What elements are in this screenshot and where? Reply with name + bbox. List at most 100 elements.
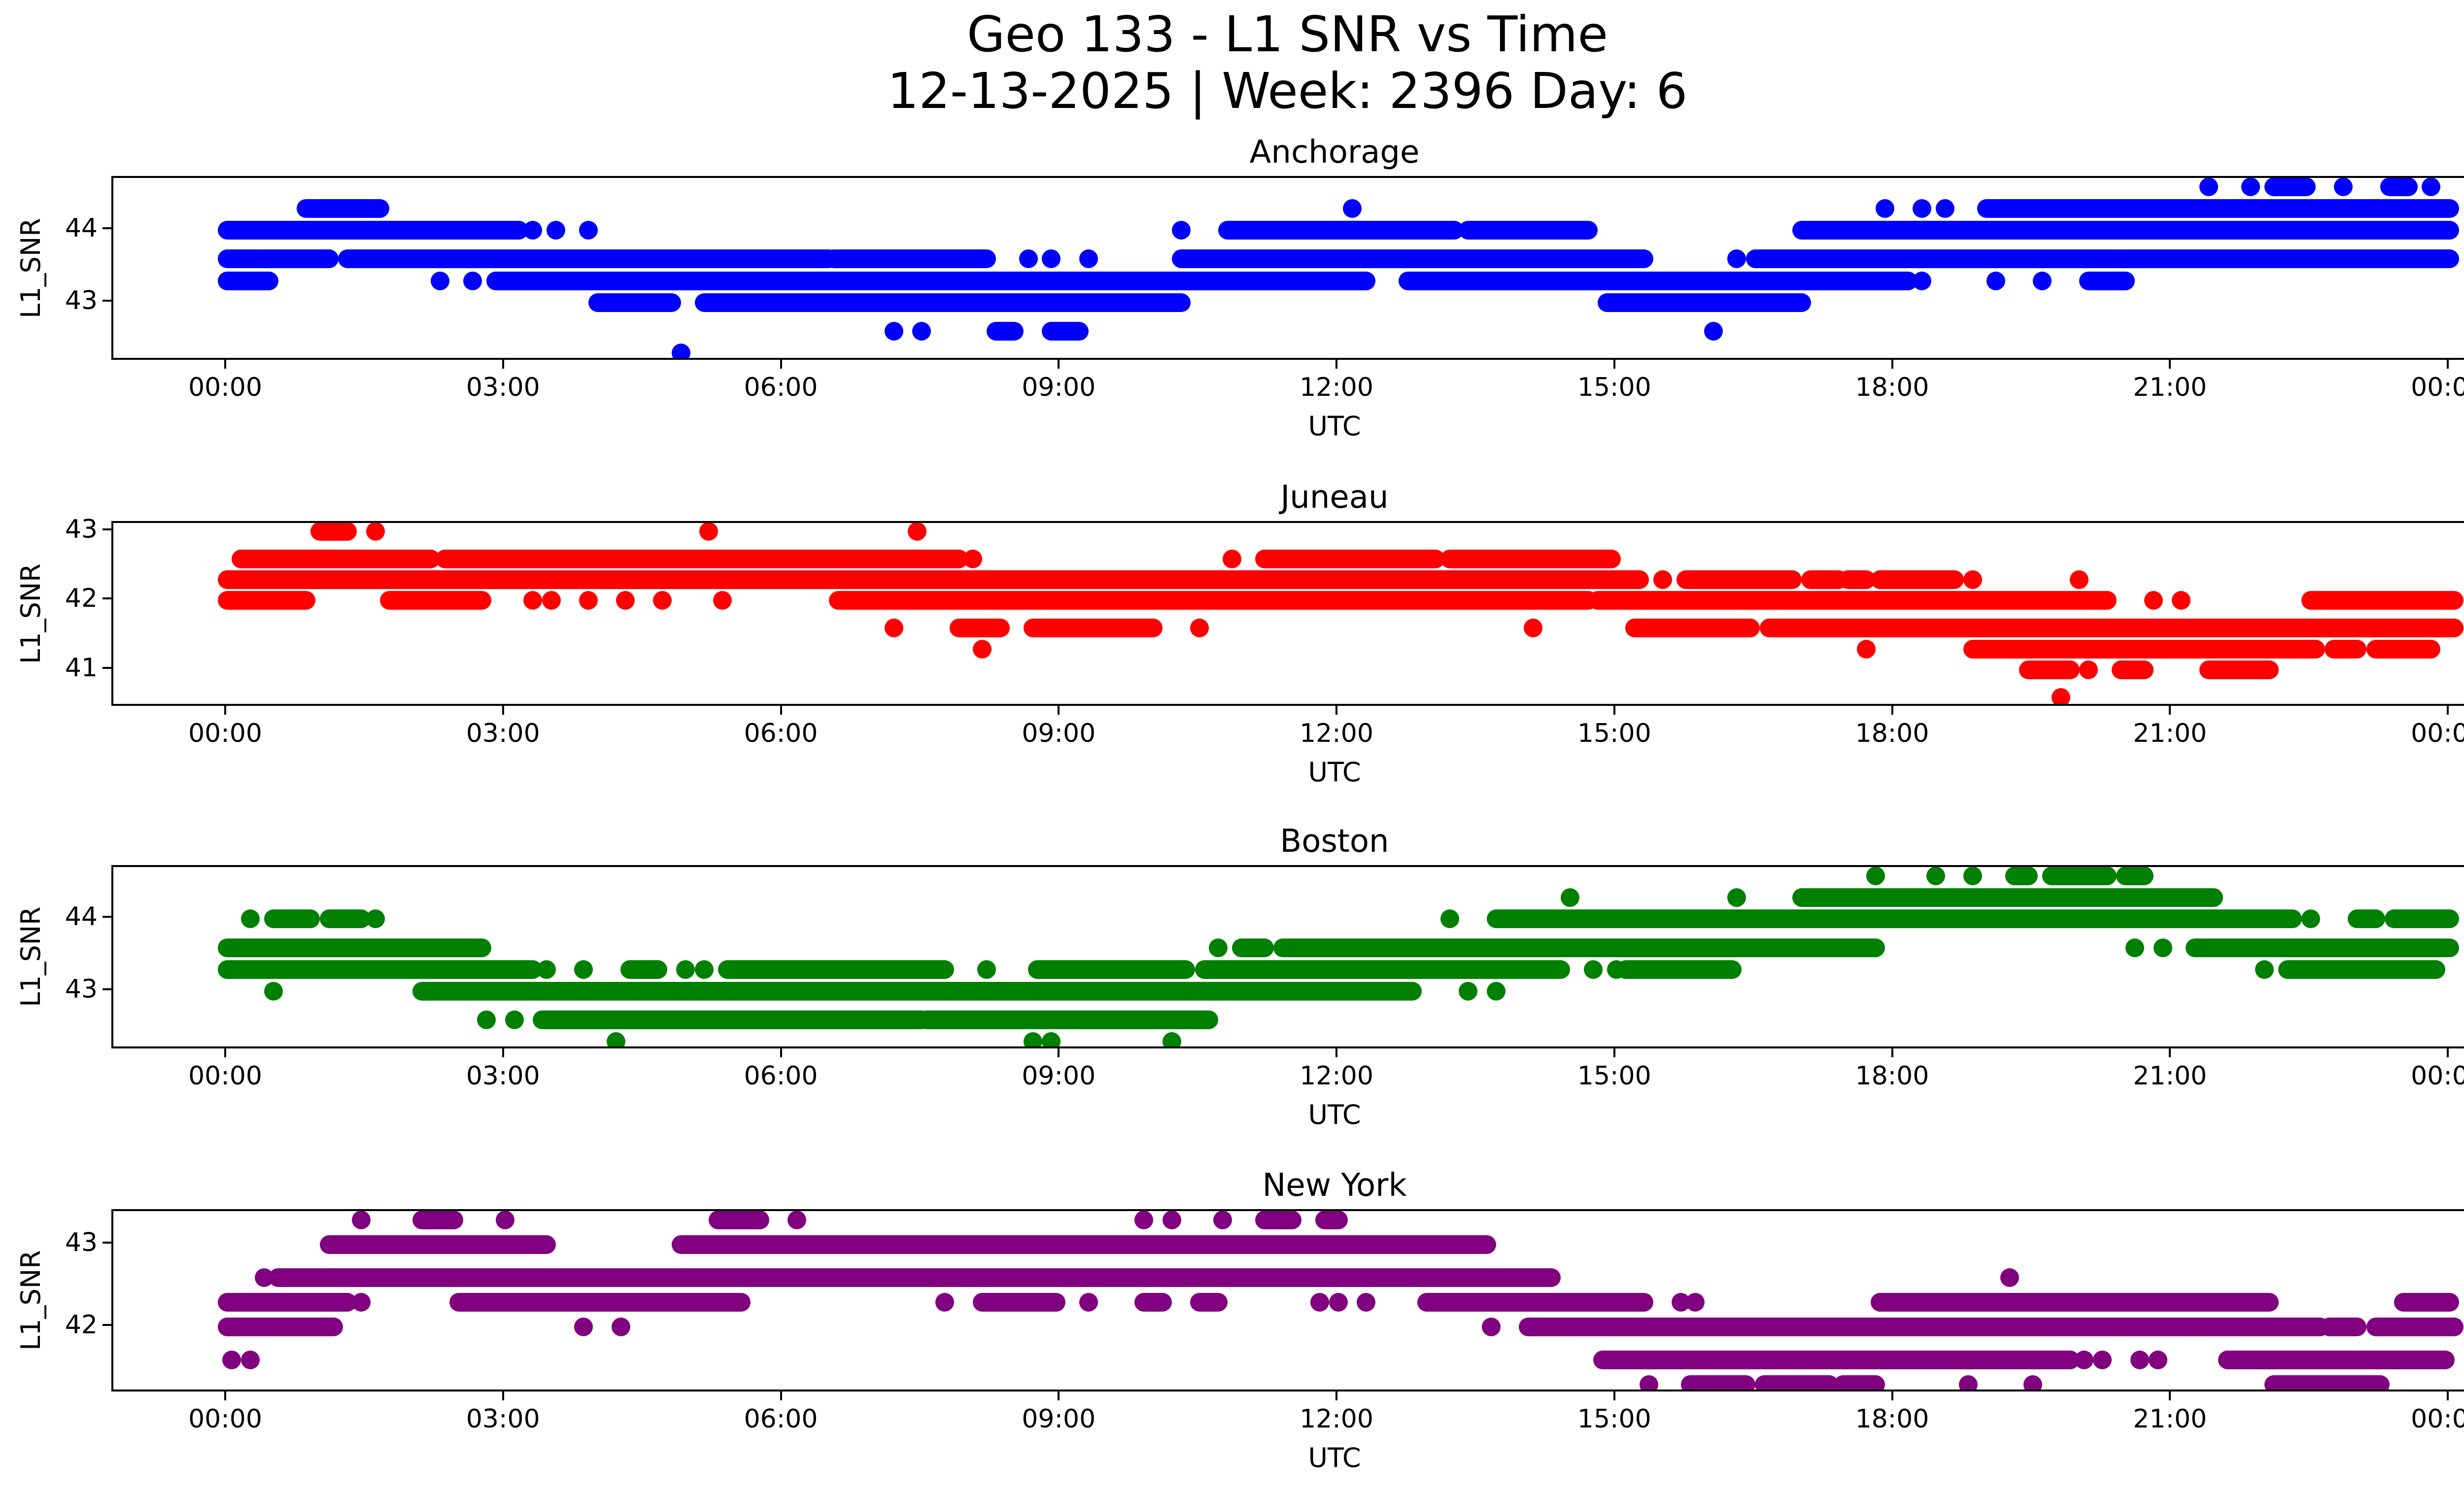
x-tick-label: 06:00 bbox=[744, 373, 818, 402]
y-tick-mark bbox=[103, 1324, 111, 1326]
scatter-band bbox=[218, 591, 315, 610]
subplot-title: Juneau bbox=[1280, 479, 1389, 516]
scatter-band bbox=[269, 1268, 1561, 1287]
scatter-band bbox=[319, 909, 371, 929]
scatter-band bbox=[977, 960, 996, 979]
x-tick-label: 09:00 bbox=[1022, 719, 1096, 748]
scatter-band bbox=[2079, 271, 2135, 290]
x-tick-label: 21:00 bbox=[2133, 1061, 2207, 1091]
scatter-band bbox=[2333, 178, 2353, 196]
scatter-band bbox=[412, 1211, 464, 1230]
scatter-band bbox=[1866, 867, 1885, 885]
scatter-band bbox=[1079, 249, 1098, 269]
scatter-band bbox=[1588, 591, 2117, 610]
scatter-band bbox=[653, 591, 672, 610]
scatter-band bbox=[1560, 888, 1579, 907]
x-tick-mark bbox=[2447, 1391, 2449, 1400]
x-tick-label: 09:00 bbox=[1022, 373, 1096, 402]
scatter-band bbox=[1134, 1293, 1172, 1312]
scatter-band bbox=[1218, 220, 1464, 240]
scatter-band bbox=[264, 981, 283, 1001]
x-tick-mark bbox=[1335, 706, 1338, 715]
scatter-band bbox=[222, 1350, 241, 1369]
x-tick-label: 12:00 bbox=[1300, 1404, 1373, 1434]
scatter-band bbox=[1171, 220, 1191, 240]
scatter-band bbox=[1593, 1350, 2080, 1369]
subplot-title: Anchorage bbox=[1249, 134, 1420, 171]
y-tick-mark bbox=[103, 666, 111, 669]
suptitle-line2: 12-13-2025 | Week: 2396 Day: 6 bbox=[887, 62, 1688, 120]
x-tick-label: 12:00 bbox=[1300, 373, 1373, 402]
scatter-band bbox=[2023, 1375, 2043, 1390]
x-tick-label: 18:00 bbox=[1855, 1404, 1929, 1434]
scatter-band bbox=[495, 1211, 514, 1230]
y-tick-label: 43 bbox=[65, 285, 98, 315]
scatter-band bbox=[2019, 660, 2080, 679]
scatter-band bbox=[917, 1010, 1218, 1030]
x-tick-label: 06:00 bbox=[744, 1061, 818, 1091]
scatter-band bbox=[1676, 570, 1802, 590]
scatter-band bbox=[1838, 570, 1876, 590]
scatter-band bbox=[1625, 619, 1760, 638]
x-tick-label: 00:00 bbox=[2411, 1061, 2464, 1091]
x-tick-mark bbox=[2169, 1391, 2171, 1400]
subplot-boston: Boston L1_SNR 00:00 03:00 06:00 09:00 12:00 1… bbox=[15, 826, 2464, 1128]
x-tick-label: 06:00 bbox=[744, 1404, 818, 1434]
scatter-band bbox=[240, 1350, 260, 1369]
x-tick-label: 00:00 bbox=[188, 1061, 262, 1091]
scatter-band bbox=[1963, 867, 1983, 885]
x-tick-label: 18:00 bbox=[1855, 1061, 1929, 1091]
scatter-band bbox=[232, 550, 441, 569]
scatter-band bbox=[2130, 1350, 2149, 1369]
scatter-band bbox=[574, 960, 593, 979]
x-tick-mark bbox=[1335, 1048, 1338, 1057]
scatter-band bbox=[2394, 1293, 2460, 1312]
scatter-band bbox=[1042, 1032, 1061, 1046]
scatter-band bbox=[1685, 1293, 1705, 1312]
x-tick-mark bbox=[2447, 360, 2449, 369]
scatter-band bbox=[885, 619, 904, 638]
scatter-band bbox=[1935, 199, 1954, 218]
scatter-band bbox=[829, 591, 1598, 610]
x-axis-label: UTC bbox=[1308, 757, 1361, 788]
scatter-band bbox=[431, 271, 450, 290]
x-tick-label: 12:00 bbox=[1300, 719, 1373, 748]
scatter-band bbox=[1042, 249, 1061, 269]
scatter-band bbox=[477, 1010, 496, 1030]
scatter-band bbox=[1417, 1293, 1654, 1312]
y-tick-label: 43 bbox=[65, 514, 98, 544]
x-tick-label: 00:00 bbox=[188, 1404, 262, 1434]
scatter-band bbox=[949, 619, 1010, 638]
y-tick-mark bbox=[103, 227, 111, 229]
scatter-band bbox=[1222, 550, 1241, 569]
scatter-band bbox=[449, 1293, 751, 1312]
x-tick-mark bbox=[224, 1048, 226, 1057]
scatter-band bbox=[787, 1211, 806, 1230]
scatter-band bbox=[1616, 960, 1742, 979]
scatter-band bbox=[2199, 660, 2279, 679]
scatter-band bbox=[2255, 960, 2274, 979]
scatter-band bbox=[2366, 1318, 2464, 1336]
scatter-band bbox=[366, 523, 385, 541]
scatter-band bbox=[2079, 660, 2098, 679]
x-tick-mark bbox=[780, 1048, 782, 1057]
y-tick-label: 43 bbox=[65, 1228, 98, 1258]
scatter-band bbox=[1963, 570, 1983, 590]
scatter-band bbox=[908, 523, 926, 541]
scatter-band bbox=[1023, 1032, 1042, 1046]
x-tick-mark bbox=[502, 706, 504, 715]
x-tick-mark bbox=[1335, 1391, 1338, 1400]
x-tick-label: 15:00 bbox=[1577, 719, 1651, 748]
scatter-band bbox=[2348, 909, 2385, 929]
x-tick-mark bbox=[224, 706, 226, 715]
x-tick-mark bbox=[2169, 360, 2171, 369]
scatter-band bbox=[1440, 550, 1621, 569]
x-tick-label: 00:00 bbox=[2411, 1404, 2464, 1434]
x-tick-label: 12:00 bbox=[1300, 1061, 1373, 1091]
subplot-title: Boston bbox=[1280, 823, 1389, 860]
x-tick-label: 09:00 bbox=[1022, 1404, 1096, 1434]
scatter-band bbox=[523, 591, 543, 610]
scatter-band bbox=[1598, 293, 1811, 312]
scatter-band bbox=[1028, 960, 1195, 979]
x-tick-mark bbox=[1613, 360, 1615, 369]
